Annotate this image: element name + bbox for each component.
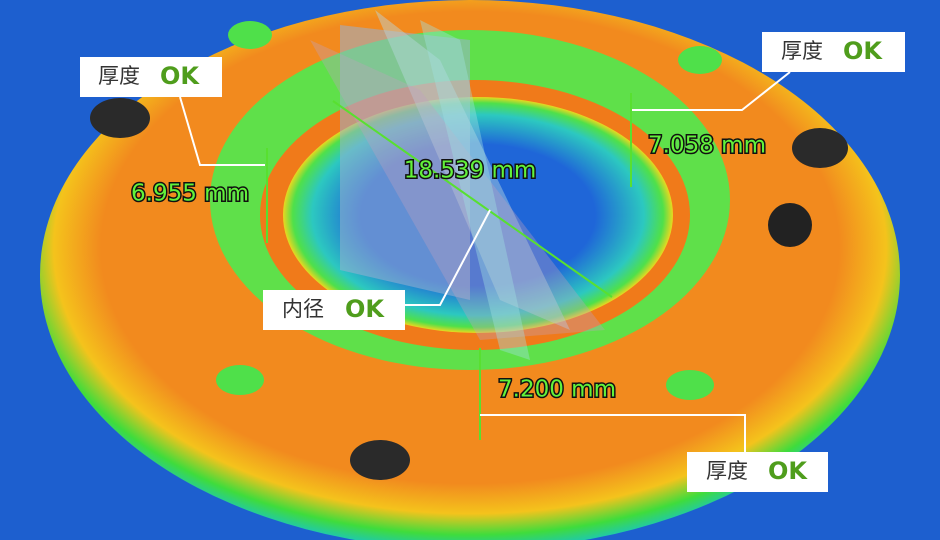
- callout-status: OK: [843, 37, 883, 65]
- section-planes: [310, 10, 605, 360]
- callout: 内径 OK: [263, 290, 405, 330]
- callout-status: OK: [345, 295, 385, 323]
- callout-label: 内径: [282, 297, 324, 321]
- bolt-holes: [90, 21, 848, 480]
- callout: 厚度 OK: [762, 32, 905, 72]
- callout-box: [263, 290, 405, 330]
- callout-label: 厚度: [98, 64, 140, 88]
- measurement: 6.955 mm: [131, 181, 249, 207]
- measurement: 7.200 mm: [498, 377, 616, 403]
- callout-label: 厚度: [706, 459, 748, 483]
- leader-line: [632, 71, 791, 111]
- callout-label: 厚度: [781, 39, 823, 63]
- leader-line: [480, 414, 746, 452]
- leader-line: [179, 96, 265, 166]
- callout-box: [762, 32, 905, 72]
- callout-status: OK: [160, 62, 200, 90]
- diameter-line: [332, 100, 613, 298]
- callout-box: [80, 57, 222, 97]
- callout-box: [687, 452, 828, 492]
- callout: 厚度 OK: [80, 57, 222, 97]
- callout-status: OK: [768, 457, 808, 485]
- measurement: 7.058 mm: [648, 133, 766, 159]
- leader-line: [405, 209, 491, 306]
- callout: 厚度 OK: [687, 452, 828, 492]
- measurement: 18.539 mm: [404, 158, 537, 184]
